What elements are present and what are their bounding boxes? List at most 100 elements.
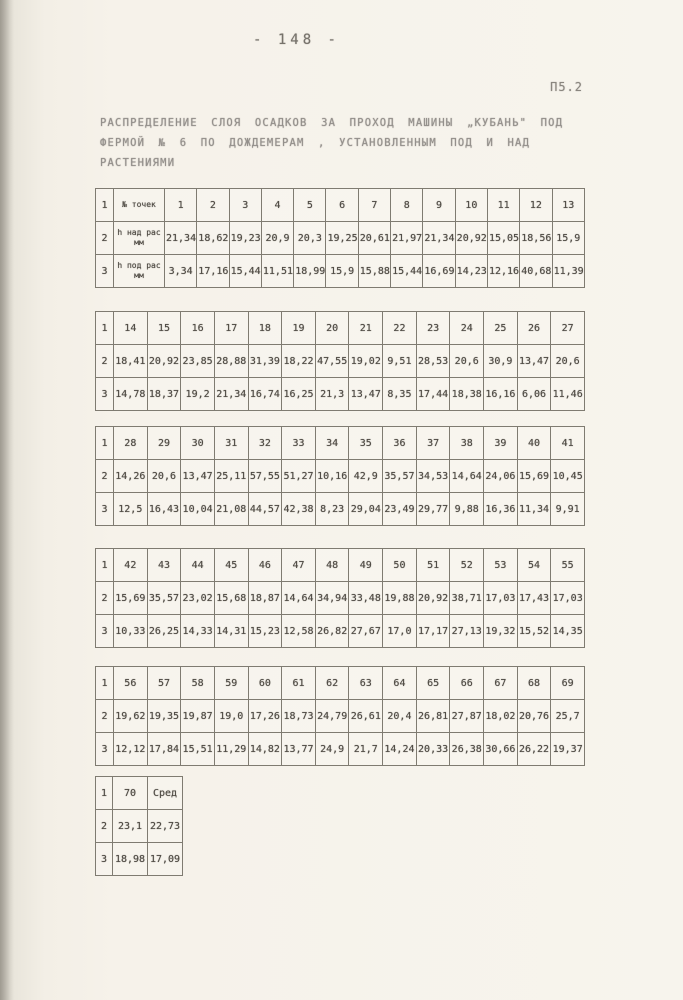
table-cell: 15,51 xyxy=(180,732,215,766)
title-line-2: фермой № 6 по дождемерам , установленным… xyxy=(100,137,531,169)
table-cell: 35,57 xyxy=(146,581,182,615)
table-cell: 29,77 xyxy=(415,492,451,526)
column-header-cell: 3 xyxy=(228,188,262,222)
table-cell: 11,46 xyxy=(550,377,585,411)
column-header-cell: 48 xyxy=(314,548,350,582)
table-cell: 27,87 xyxy=(449,699,485,733)
title-line-1: Распределение слоя осадков за проход маш… xyxy=(100,117,564,129)
table-cell: 18,62 xyxy=(196,221,230,255)
column-header-cell: 10 xyxy=(454,188,488,222)
table-cell: 26,82 xyxy=(314,614,350,648)
table-cell: 20,92 xyxy=(454,221,488,255)
column-header-cell: 4 xyxy=(260,188,295,222)
table-cell: 9,51 xyxy=(382,344,417,378)
page-number: - 148 - xyxy=(252,32,340,48)
table-cell: 19,25 xyxy=(325,221,359,255)
column-header-cell: 42 xyxy=(113,548,148,582)
table-cell: 57,55 xyxy=(247,459,283,493)
table-cell: 42,9 xyxy=(348,459,384,493)
column-header-cell: 20 xyxy=(314,311,350,345)
table-cell: 15,23 xyxy=(247,614,283,648)
table-cell: 17,84 xyxy=(146,732,182,766)
rain-gauge-table-points-56-69: 1 56 57 58 59 60 61 62 63 64 65 66 67 68 69 2 19,62 19,35… xyxy=(95,666,585,766)
table-cell: 14,35 xyxy=(550,614,585,648)
table-cell: 18,22 xyxy=(281,344,316,378)
column-header-cell: 68 xyxy=(516,666,552,700)
column-header-cell: 62 xyxy=(314,666,350,700)
table-cell: 16,43 xyxy=(146,492,182,526)
table-cell: 34,53 xyxy=(415,459,451,493)
table-cell: 15,69 xyxy=(516,459,552,493)
column-header-cell: 37 xyxy=(415,426,451,460)
table-cell: 15,68 xyxy=(213,581,249,615)
table-cell: 14,24 xyxy=(382,732,417,766)
table-cell: 28,53 xyxy=(415,344,451,378)
column-header-cell: 67 xyxy=(483,666,518,700)
table-cell: 24,9 xyxy=(314,732,350,766)
table-cell: 15,9 xyxy=(325,254,359,288)
table-cell: 21,3 xyxy=(314,377,350,411)
table-cell: 9,91 xyxy=(550,492,585,526)
table-cell: h под рас мм xyxy=(113,254,165,288)
scan-edge-shadow xyxy=(0,0,14,1000)
table-cell: 20,92 xyxy=(146,344,182,378)
table-cell: 19,0 xyxy=(213,699,249,733)
row-index-cell: 2 xyxy=(95,459,114,493)
table-cell: 21,34 xyxy=(213,377,249,411)
table-cell: 19,2 xyxy=(180,377,215,411)
table-cell: 18,37 xyxy=(146,377,182,411)
rain-gauge-table-points-1-13: 1 № точек 1 2 3 4 5 6 7 8 9 10 11 12 13 2 h над рас мм 21… xyxy=(95,188,586,288)
column-header-cell: 34 xyxy=(314,426,350,460)
table-cell: 17,44 xyxy=(415,377,451,411)
table-cell: 13,77 xyxy=(281,732,316,766)
table-cell: 26,61 xyxy=(348,699,384,733)
column-header-cell: 58 xyxy=(180,666,215,700)
column-header-cell: 36 xyxy=(382,426,417,460)
column-header-cell: 21 xyxy=(348,311,384,345)
column-header-cell: 15 xyxy=(146,311,182,345)
column-header-cell: 17 xyxy=(213,311,249,345)
table-cell: 35,57 xyxy=(382,459,417,493)
rain-gauge-table-points-42-55: 1 42 43 44 45 46 47 48 49 50 51 52 53 54 55 2 15,69 35,57… xyxy=(95,548,585,648)
column-header-cell: 9 xyxy=(422,188,456,222)
table-cell: 47,55 xyxy=(314,344,350,378)
table-cell: 13,47 xyxy=(348,377,384,411)
table-cell: 42,38 xyxy=(281,492,316,526)
table-cell: 16,36 xyxy=(483,492,518,526)
column-header-cell: 70 xyxy=(112,776,148,810)
table-cell: 11,39 xyxy=(551,254,586,288)
table-cell: 15,88 xyxy=(357,254,392,288)
column-header-cell: 63 xyxy=(348,666,384,700)
table-row: 3 12,12 17,84 15,51 11,29 14,82 13,77 24,9 21,7 1… xyxy=(95,732,585,766)
table-cell: 11,34 xyxy=(516,492,552,526)
table-cell: 18,99 xyxy=(293,254,327,288)
table-cell: 17,0 xyxy=(382,614,417,648)
table-cell: 23,02 xyxy=(180,581,215,615)
table-cell: 23,49 xyxy=(382,492,417,526)
column-header-cell: 6 xyxy=(325,188,359,222)
row-index-cell: 2 xyxy=(95,221,114,255)
column-header-cell: 8 xyxy=(390,188,424,222)
table-cell: 14,26 xyxy=(113,459,148,493)
row-index-cell: 1 xyxy=(95,776,113,810)
table-row: 2 18,41 20,92 23,85 28,88 31,39 18,22 47,55 19,0… xyxy=(95,344,585,378)
table-cell: 19,23 xyxy=(228,221,262,255)
column-header-cell: 54 xyxy=(516,548,552,582)
row-index-cell: 2 xyxy=(95,581,114,615)
row-index-cell: 3 xyxy=(95,492,114,526)
table-row: 1 14 15 16 17 18 19 20 21 22 23 24 25 26 27 xyxy=(95,311,585,345)
row-index-cell: 1 xyxy=(95,188,114,222)
table-cell: 21,34 xyxy=(422,221,456,255)
table-cell: 17,09 xyxy=(147,842,183,876)
column-header-cell: 13 xyxy=(551,188,586,222)
row-index-cell: 2 xyxy=(95,699,114,733)
table-cell: 31,39 xyxy=(247,344,283,378)
column-header-cell: 60 xyxy=(247,666,283,700)
table-row: 1 42 43 44 45 46 47 48 49 50 51 52 53 54 55 xyxy=(95,548,585,582)
column-header-cell: 7 xyxy=(357,188,392,222)
table-cell: 28,88 xyxy=(213,344,249,378)
column-header-cell: 47 xyxy=(281,548,316,582)
table-cell: 12,16 xyxy=(486,254,521,288)
table-cell: 17,26 xyxy=(247,699,283,733)
table-cell: 20,92 xyxy=(415,581,451,615)
